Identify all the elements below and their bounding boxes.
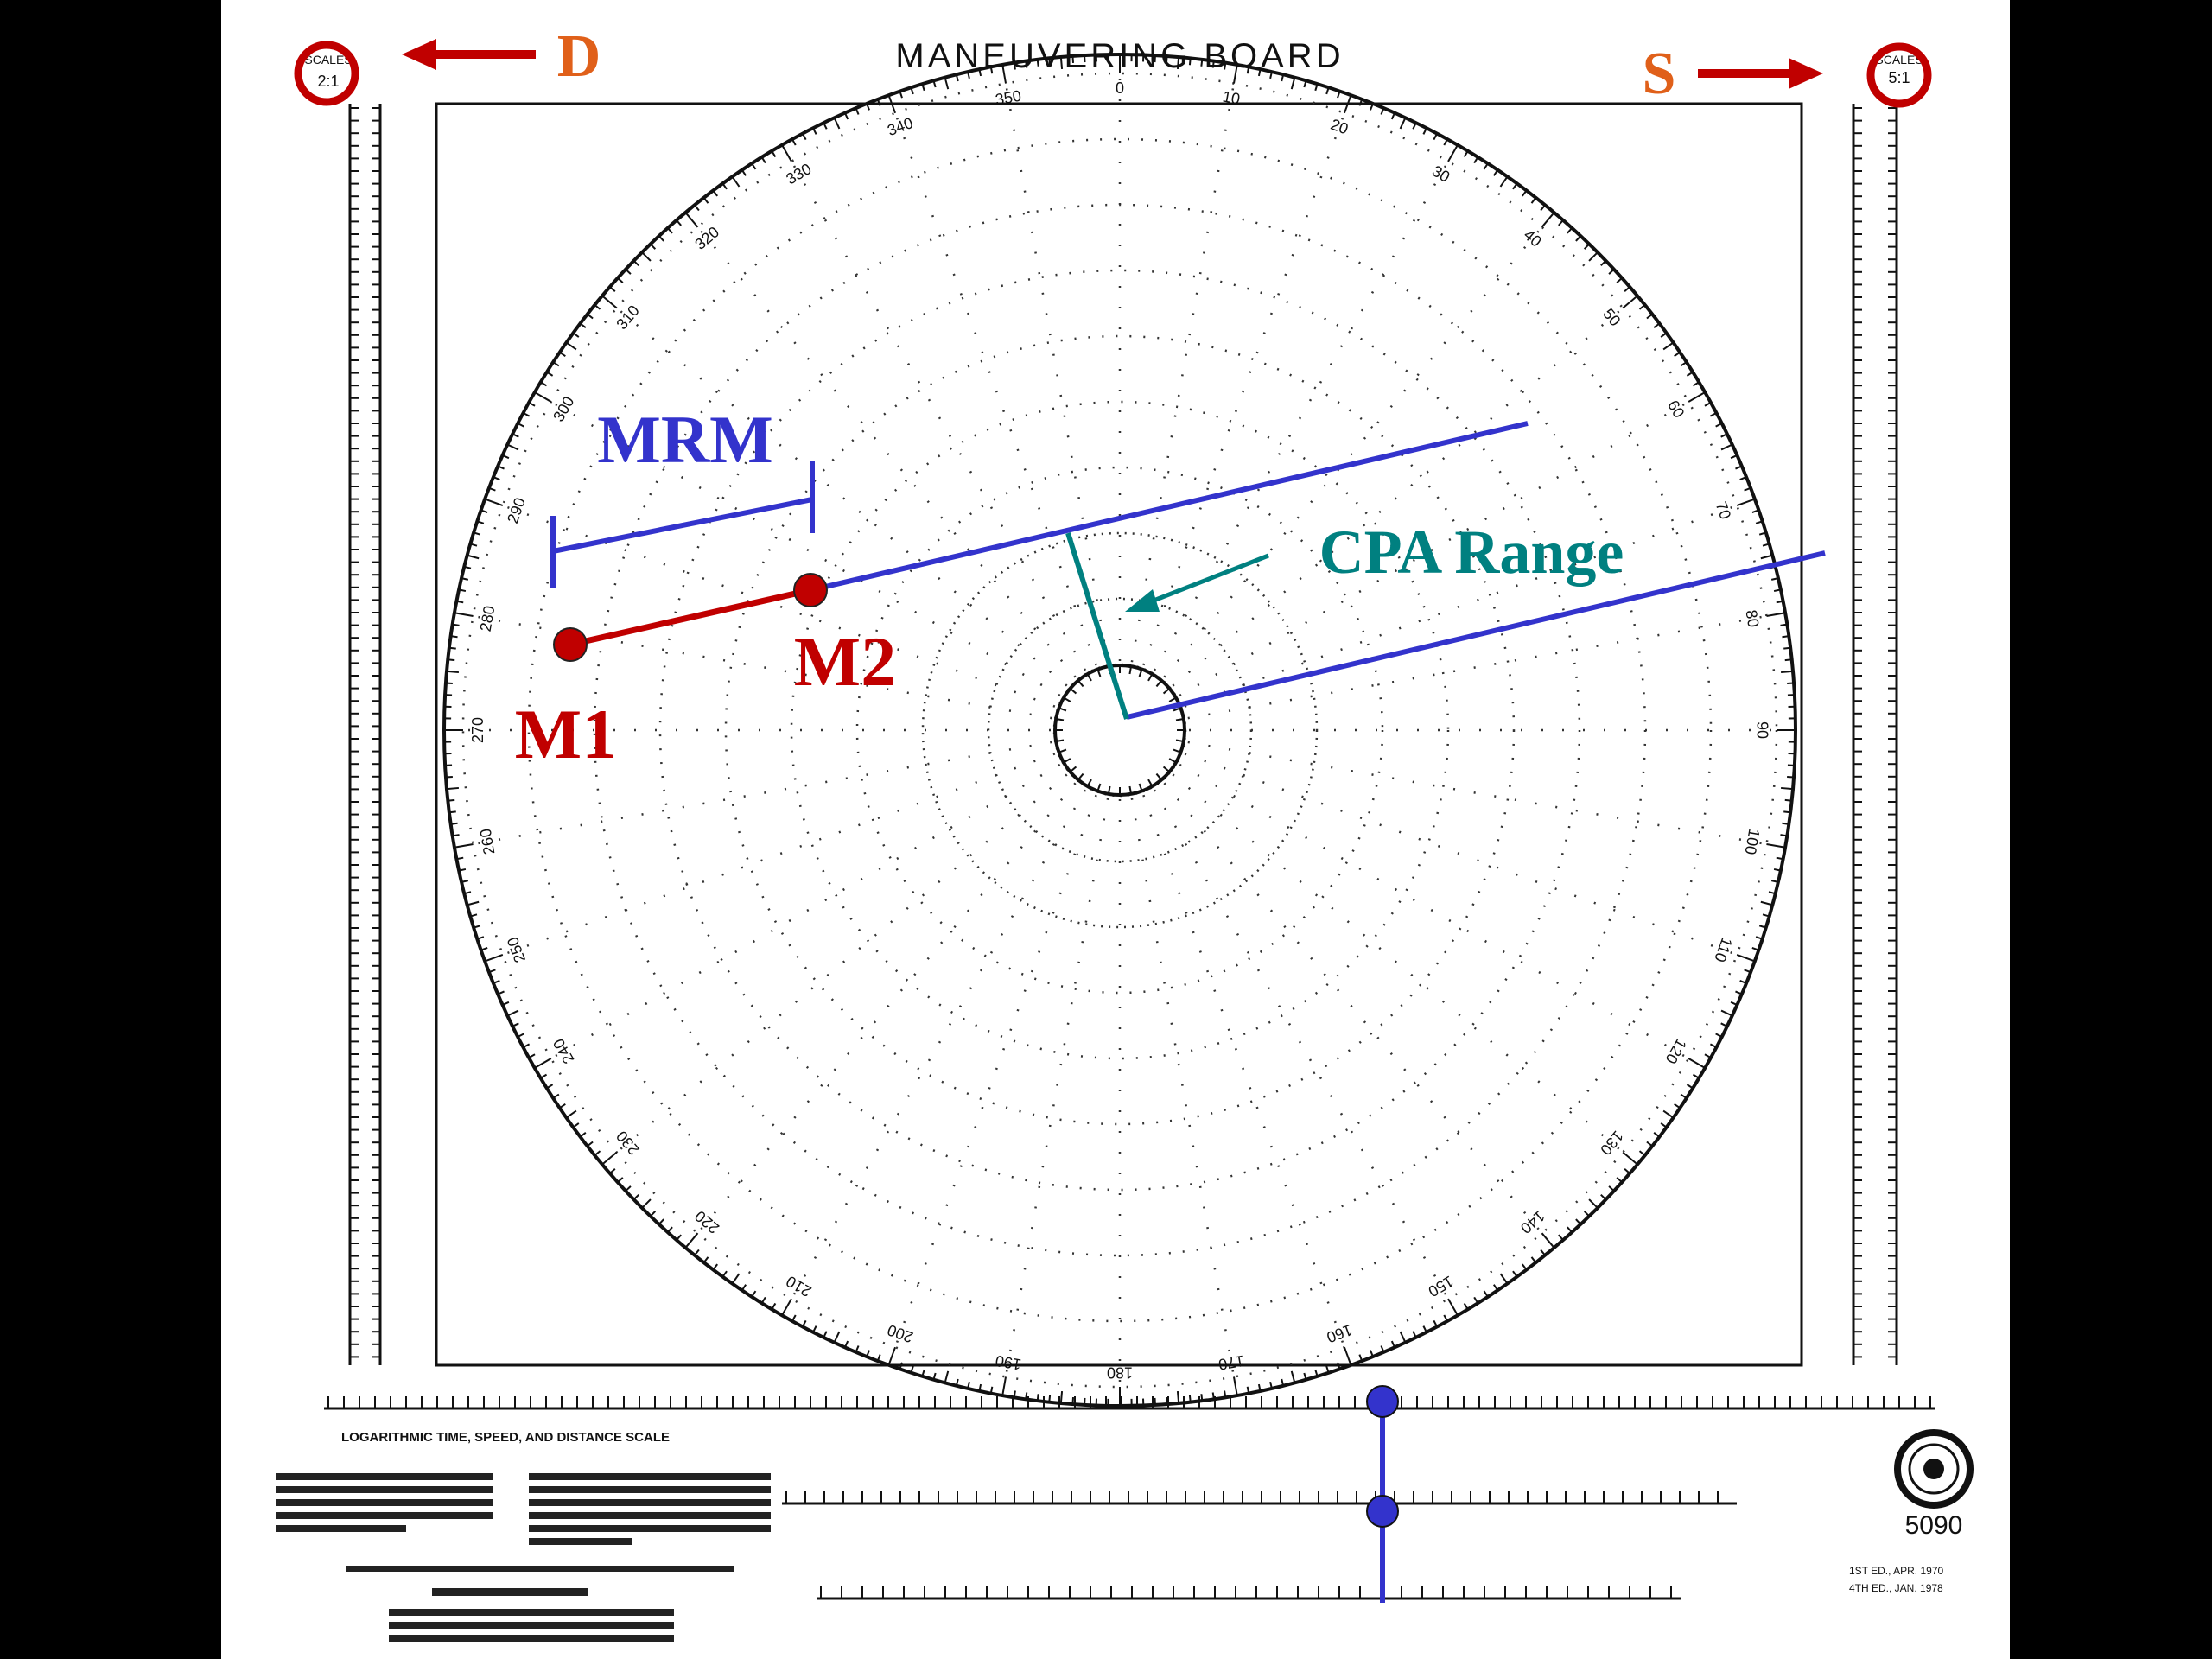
scale-reading-point-mid [1366, 1495, 1399, 1528]
cpa-range-line [1065, 532, 1129, 720]
grid-ring [921, 531, 1319, 929]
grid-ring [790, 400, 1450, 1060]
d-label: D [557, 23, 601, 90]
edition-line-1: 1ST ED., APR. 1970 [1849, 1565, 1943, 1577]
plot-frame [435, 102, 1803, 1367]
left-scale-label: SCALES [304, 53, 352, 67]
mrm-bracket-line [552, 497, 813, 554]
scale-reading-point-top [1366, 1385, 1399, 1418]
bearing-label: 10 [1221, 87, 1241, 107]
d-scale-circle-marker [294, 41, 359, 106]
log-scale-title: LOGARITHMIC TIME, SPEED, AND DISTANCE SC… [341, 1430, 670, 1445]
grid-ring [658, 269, 1581, 1192]
m1-m2-segment [569, 587, 811, 648]
parallel-line-through-center [1126, 550, 1826, 720]
cpa-pointer-arrow-shaft [1148, 553, 1269, 605]
grid-ring [855, 466, 1384, 995]
m2-label: M2 [794, 622, 896, 701]
m2-point [793, 573, 828, 607]
bearing-label: 180 [1107, 1363, 1133, 1381]
bearing-label: 270 [469, 717, 486, 743]
paper-background [221, 0, 2010, 1659]
form-number: 5090 [1905, 1511, 1963, 1540]
left-scale-strip [348, 104, 382, 1365]
seal-logo [1894, 1429, 1974, 1509]
cpa-range-label: CPA Range [1319, 518, 1624, 587]
instruction-text-blocks [276, 1473, 771, 1642]
center-circle [1053, 664, 1186, 797]
log-scale-area [324, 1396, 1936, 1600]
left-scale-value: 2:1 [317, 73, 339, 90]
bearing-label: 0 [1116, 79, 1124, 97]
s-label: S [1643, 41, 1676, 107]
m1-label: M1 [515, 695, 617, 773]
cpa-pointer-arrow-head [1125, 589, 1160, 612]
relative-motion-line [810, 421, 1529, 593]
grid-ring [724, 334, 1516, 1126]
bearing-label: 80 [1742, 608, 1762, 628]
s-arrow-head [1789, 58, 1823, 89]
s-scale-circle-marker [1866, 42, 1932, 108]
bearing-label: 90 [1753, 721, 1770, 739]
edition-line-2: 4TH ED., JAN. 1978 [1849, 1582, 1943, 1594]
mrm-label: MRM [597, 402, 773, 477]
right-scale-strip [1852, 104, 1898, 1365]
m1-point [553, 627, 588, 662]
d-arrow-head [402, 39, 436, 70]
compass-rose-ticks [444, 54, 1796, 1406]
right-scale-value: 5:1 [1888, 69, 1910, 86]
grid-ring [527, 137, 1713, 1323]
right-scale-label: SCALES [1875, 53, 1923, 67]
